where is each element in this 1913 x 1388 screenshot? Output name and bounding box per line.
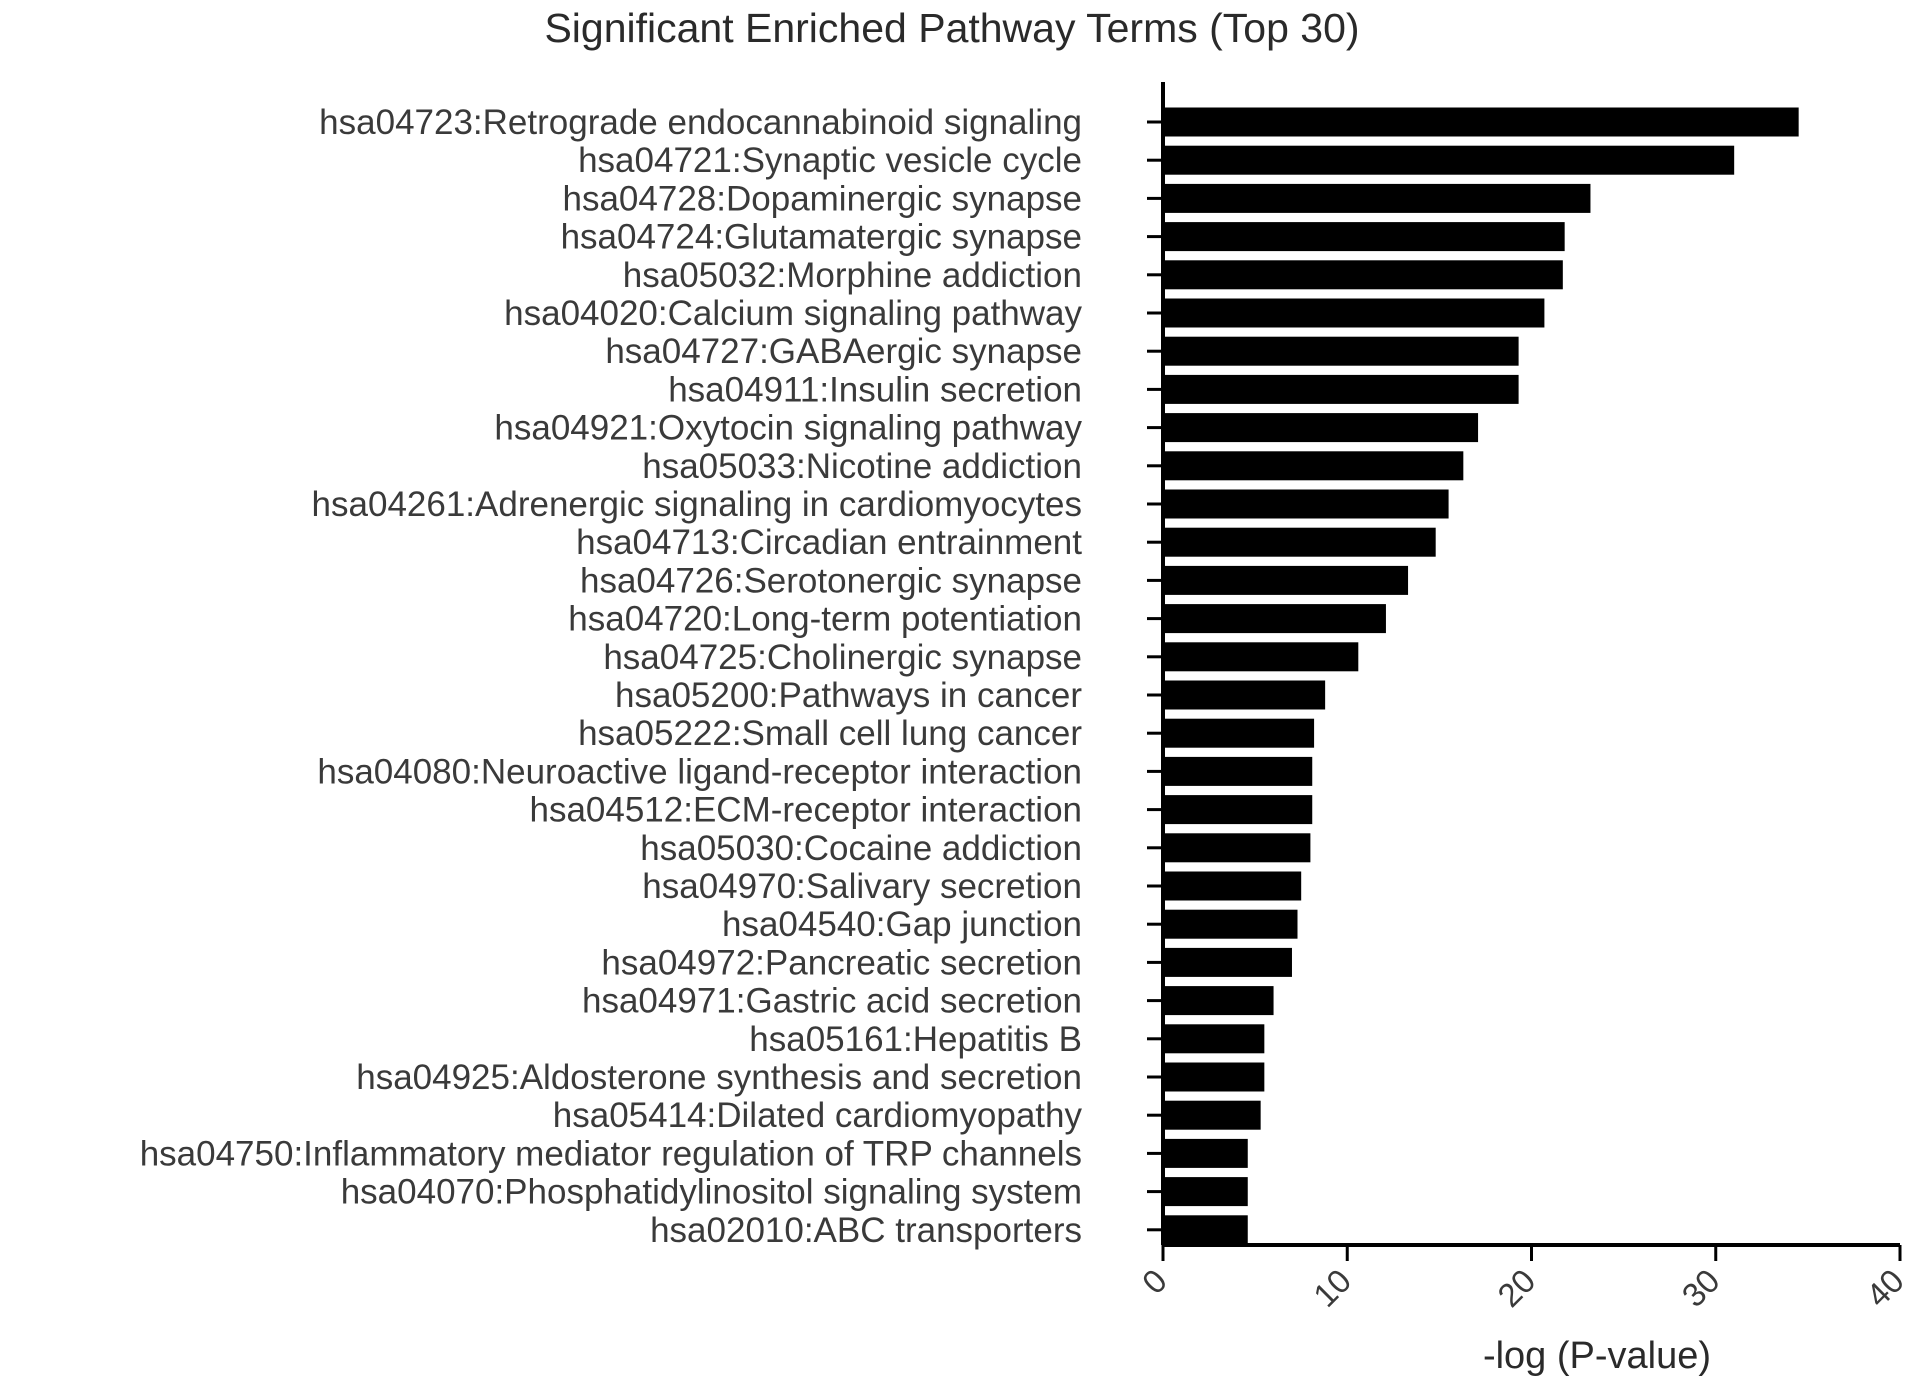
category-label: hsa04728:Dopaminergic synapse: [563, 179, 1083, 218]
bar-27: [1163, 1100, 1261, 1130]
chart-title: Significant Enriched Pathway Terms (Top …: [544, 5, 1359, 51]
bar-17: [1163, 718, 1315, 748]
category-label: hsa04721:Synaptic vesicle cycle: [578, 141, 1082, 180]
bar-25: [1163, 1024, 1265, 1054]
bar-4: [1163, 222, 1565, 252]
bar-11: [1163, 489, 1449, 519]
category-label: hsa05200:Pathways in cancer: [615, 676, 1082, 715]
x-tick-label: 0: [1135, 1262, 1174, 1301]
category-label: hsa04070:Phosphatidylinositol signaling …: [341, 1173, 1082, 1212]
category-label: hsa04911:Insulin secretion: [668, 370, 1082, 409]
bar-10: [1163, 451, 1464, 481]
category-label: hsa04970:Salivary secretion: [642, 867, 1082, 906]
bar-2: [1163, 145, 1735, 175]
category-label: hsa05414:Dilated cardiomyopathy: [553, 1096, 1083, 1135]
category-label: hsa05030:Cocaine addiction: [640, 829, 1082, 868]
bar-12: [1163, 527, 1436, 557]
bar-16: [1163, 680, 1326, 710]
category-labels: hsa04723:Retrograde endocannabinoid sign…: [140, 103, 1083, 1250]
category-label: hsa04727:GABAergic synapse: [605, 332, 1082, 371]
bar-30: [1163, 1215, 1248, 1245]
category-label: hsa05033:Nicotine addiction: [642, 447, 1082, 486]
bar-23: [1163, 947, 1292, 977]
bar-21: [1163, 871, 1302, 901]
category-label: hsa04726:Serotonergic synapse: [580, 561, 1082, 600]
category-label: hsa04540:Gap junction: [722, 905, 1082, 944]
bar-15: [1163, 642, 1359, 672]
bar-22: [1163, 909, 1298, 939]
bar-7: [1163, 336, 1519, 366]
category-label: hsa04971:Gastric acid secretion: [582, 982, 1082, 1021]
x-tick-label: 40: [1859, 1262, 1911, 1314]
category-label: hsa04972:Pancreatic secretion: [601, 943, 1082, 982]
category-label: hsa04925:Aldosterone synthesis and secre…: [356, 1058, 1082, 1097]
category-label: hsa02010:ABC transporters: [650, 1211, 1082, 1250]
bar-20: [1163, 833, 1311, 863]
bar-18: [1163, 756, 1313, 786]
bar-28: [1163, 1138, 1248, 1168]
bar-26: [1163, 1062, 1265, 1092]
bar-19: [1163, 795, 1313, 825]
category-label: hsa04720:Long-term potentiation: [568, 600, 1082, 639]
category-label: hsa04921:Oxytocin signaling pathway: [494, 409, 1082, 448]
category-label: hsa04512:ECM-receptor interaction: [529, 791, 1082, 830]
category-label: hsa04723:Retrograde endocannabinoid sign…: [319, 103, 1082, 142]
category-label: hsa04713:Circadian entrainment: [576, 523, 1082, 562]
category-label: hsa05161:Hepatitis B: [749, 1020, 1082, 1059]
category-label: hsa05032:Morphine addiction: [623, 256, 1082, 295]
bars-group: [1163, 107, 1799, 1245]
category-label: hsa05222:Small cell lung cancer: [578, 714, 1082, 753]
bar-6: [1163, 298, 1545, 328]
category-label: hsa04724:Glutamatergic synapse: [561, 218, 1082, 257]
bar-14: [1163, 604, 1386, 634]
bar-9: [1163, 413, 1479, 443]
bar-1: [1163, 107, 1799, 137]
category-label: hsa04261:Adrenergic signaling in cardiom…: [312, 485, 1082, 524]
bar-13: [1163, 565, 1409, 595]
category-label: hsa04725:Cholinergic synapse: [603, 638, 1082, 677]
x-tick-label: 20: [1490, 1262, 1542, 1314]
bar-29: [1163, 1177, 1248, 1207]
bar-24: [1163, 986, 1274, 1016]
x-axis-label: -log (P-value): [1483, 1335, 1711, 1377]
bar-5: [1163, 260, 1563, 290]
x-tick-label: 30: [1675, 1262, 1727, 1314]
category-label: hsa04020:Calcium signaling pathway: [504, 294, 1082, 333]
bar-3: [1163, 183, 1591, 213]
category-label: hsa04750:Inflammatory mediator regulatio…: [140, 1134, 1082, 1173]
x-tick-label: 10: [1306, 1262, 1358, 1314]
bar-8: [1163, 374, 1519, 404]
category-label: hsa04080:Neuroactive ligand-receptor int…: [317, 752, 1082, 791]
